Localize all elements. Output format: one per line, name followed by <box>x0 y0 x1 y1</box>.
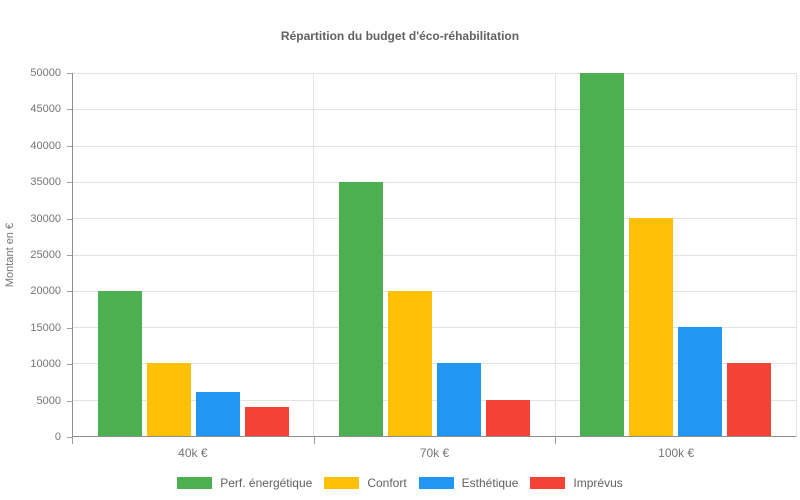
y-tick-label: 10000 <box>30 358 61 371</box>
y-tick-label: 5000 <box>36 394 61 407</box>
y-tick-mark <box>67 218 72 220</box>
legend-item-imprevus[interactable]: Imprévus <box>530 476 623 490</box>
legend-swatch <box>418 477 454 489</box>
legend-label: Confort <box>367 476 407 490</box>
y-gridline <box>73 181 796 183</box>
x-tick-label: 70k € <box>419 446 450 460</box>
y-tick-mark <box>67 73 72 74</box>
bar-groups <box>73 73 796 436</box>
y-tick-label: 50000 <box>30 67 61 79</box>
x-tick-label: 100k € <box>658 446 695 460</box>
y-tick-label: 40000 <box>30 139 61 152</box>
y-gridline <box>73 290 796 292</box>
legend-swatch <box>530 477 566 489</box>
bar-imprevus-70k[interactable] <box>485 399 530 436</box>
plot-area <box>72 73 797 437</box>
y-tick-label: 15000 <box>30 321 61 334</box>
y-tick-mark <box>67 255 72 256</box>
legend-item-perf-energetique[interactable]: Perf. énergétique <box>177 476 312 490</box>
legend-label: Perf. énergétique <box>220 476 313 490</box>
y-tick-label: 20000 <box>30 285 61 298</box>
y-tick-mark <box>67 327 72 329</box>
y-gridline <box>73 145 796 147</box>
legend-label: Imprévus <box>573 476 623 490</box>
x-boundary-tick <box>313 437 315 444</box>
y-axis-ticks: 0 5000 10000 15000 20000 25000 30000 35000 40000… <box>0 67 72 443</box>
y-tick-mark <box>67 291 72 293</box>
bar-perf-energetique-40k[interactable] <box>97 290 142 436</box>
y-tick-mark <box>67 364 72 366</box>
bar-esthetique-70k[interactable] <box>436 363 481 436</box>
x-axis-ticks: 40k € 70k € 100k € <box>72 446 797 460</box>
y-gridline <box>73 254 796 256</box>
bar-imprevus-100k[interactable] <box>727 363 772 436</box>
y-tick-mark <box>67 145 72 147</box>
y-tick-label: 0 <box>54 431 61 443</box>
x-boundary-tick <box>72 437 73 444</box>
x-boundary-tick <box>555 437 557 444</box>
bar-group-40k <box>73 73 315 436</box>
bar-group-100k <box>556 73 796 436</box>
x-axis-boundary-ticks <box>72 437 797 445</box>
y-tick-label: 45000 <box>30 103 61 116</box>
y-gridline <box>73 399 796 401</box>
y-tick-mark <box>67 182 72 184</box>
bar-group-70k <box>314 73 556 436</box>
y-grid <box>73 73 796 436</box>
y-tick-label: 30000 <box>30 212 61 225</box>
y-tick-label: 25000 <box>30 249 61 261</box>
legend-item-esthetique[interactable]: Esthétique <box>418 476 519 490</box>
chart-title: Répartition du budget d'éco-réhabilitati… <box>280 29 520 43</box>
bar-confort-40k[interactable] <box>146 363 191 436</box>
bar-esthetique-100k[interactable] <box>678 327 723 436</box>
bar-confort-100k[interactable] <box>629 218 674 436</box>
legend-label: Esthétique <box>461 476 519 490</box>
y-gridline <box>73 327 796 329</box>
legend-swatch <box>324 477 360 489</box>
legend-swatch <box>177 477 213 489</box>
y-tick-mark <box>67 437 72 438</box>
y-gridline <box>73 218 796 220</box>
y-gridline <box>73 363 796 365</box>
bar-confort-70k[interactable] <box>387 290 432 436</box>
y-tick-label: 35000 <box>30 176 61 189</box>
bar-esthetique-40k[interactable] <box>195 392 240 436</box>
bar-imprevus-40k[interactable] <box>244 406 289 436</box>
bar-perf-energetique-70k[interactable] <box>338 181 383 436</box>
y-gridline <box>73 73 796 74</box>
bar-perf-energetique-100k[interactable] <box>580 73 625 436</box>
x-tick-label: 40k € <box>178 446 208 460</box>
y-tick-mark <box>67 400 72 402</box>
legend-item-confort[interactable]: Confort <box>324 476 407 490</box>
y-tick-mark <box>67 109 72 111</box>
y-gridline <box>73 109 796 111</box>
legend: Perf. énergétique Confort Esthétique Imprév… <box>0 476 800 490</box>
